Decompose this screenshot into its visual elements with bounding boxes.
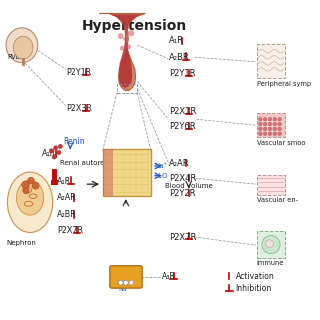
Text: Na⁺: Na⁺ [154,163,167,169]
Circle shape [57,150,61,155]
Text: Activation: Activation [236,272,274,281]
Circle shape [259,122,262,126]
Text: P2X3R: P2X3R [66,104,92,113]
Ellipse shape [17,180,44,215]
Circle shape [259,117,262,121]
Circle shape [268,122,272,126]
Circle shape [28,177,34,184]
Text: Peripheral symp: Peripheral symp [257,82,311,87]
PathPatch shape [104,14,141,88]
Circle shape [23,188,29,194]
Circle shape [268,132,272,136]
Text: A₂AR: A₂AR [169,158,190,168]
Text: Na⁺: Na⁺ [119,287,131,292]
Text: A₂AR: A₂AR [57,193,77,202]
Circle shape [52,155,56,159]
Circle shape [259,127,262,131]
Circle shape [273,127,276,131]
Circle shape [128,30,134,36]
Text: P2Y6R: P2Y6R [169,122,196,131]
Circle shape [32,182,39,189]
Circle shape [124,24,130,30]
FancyBboxPatch shape [103,149,113,196]
Circle shape [268,117,272,121]
Circle shape [263,117,267,121]
Circle shape [278,127,281,131]
Text: A₂BR: A₂BR [169,53,190,62]
Circle shape [262,236,280,254]
Text: P2Y1R: P2Y1R [66,68,92,77]
Circle shape [118,33,124,39]
FancyBboxPatch shape [103,149,151,196]
Circle shape [49,149,53,153]
Text: A₂BR: A₂BR [57,210,77,219]
Ellipse shape [6,28,38,63]
Ellipse shape [7,172,53,233]
Circle shape [58,144,62,148]
Text: Vascular smoo: Vascular smoo [257,140,305,146]
Circle shape [125,44,131,49]
Text: P2X1R: P2X1R [169,107,196,116]
Text: RVLM: RVLM [7,54,25,60]
Circle shape [263,132,267,136]
PathPatch shape [100,13,146,91]
Text: Hypertension: Hypertension [82,19,187,33]
Text: P2X4R: P2X4R [169,174,196,183]
Text: P2Y2R: P2Y2R [169,189,196,198]
Circle shape [266,240,273,248]
Text: Vascular en-: Vascular en- [257,197,298,203]
Circle shape [263,122,267,126]
Text: Renin: Renin [63,137,85,146]
Circle shape [118,280,123,285]
Circle shape [54,146,58,150]
Text: Blood volume: Blood volume [164,183,212,189]
Circle shape [120,46,125,51]
Text: A₁R: A₁R [42,149,56,158]
Text: P2X7R: P2X7R [57,227,83,236]
Text: Inhibition: Inhibition [236,284,272,293]
Ellipse shape [13,36,33,59]
Text: NHE3: NHE3 [115,274,136,280]
Circle shape [268,127,272,131]
Text: Nephron: Nephron [7,240,37,246]
FancyBboxPatch shape [257,175,285,195]
FancyBboxPatch shape [257,44,285,78]
Text: P2Y1R: P2Y1R [169,69,196,78]
Circle shape [278,132,281,136]
Text: H₂O: H₂O [154,173,167,179]
Circle shape [129,280,134,285]
Text: A₁R: A₁R [169,36,184,45]
Circle shape [124,280,128,285]
Circle shape [273,117,276,121]
Circle shape [273,122,276,126]
Text: Immune: Immune [257,260,284,266]
Text: A₁R: A₁R [57,177,72,186]
Circle shape [263,127,267,131]
Text: H⁺: H⁺ [113,268,120,273]
FancyBboxPatch shape [257,113,285,137]
Circle shape [123,37,127,41]
Text: A₃R: A₃R [162,272,175,281]
Text: P2X7R: P2X7R [169,233,196,242]
FancyBboxPatch shape [110,266,142,288]
Circle shape [22,181,29,189]
Circle shape [278,122,281,126]
Text: Renal autoregulation: Renal autoregulation [60,160,133,166]
Circle shape [278,117,281,121]
Circle shape [259,132,262,136]
Circle shape [273,132,276,136]
FancyBboxPatch shape [257,231,285,258]
